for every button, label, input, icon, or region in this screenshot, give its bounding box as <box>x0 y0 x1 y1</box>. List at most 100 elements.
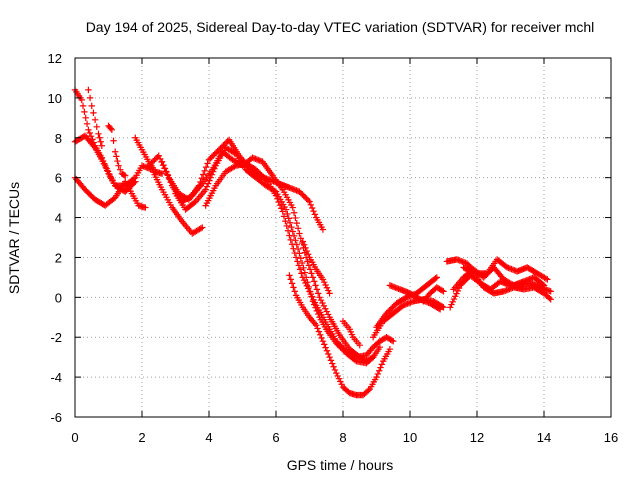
data-point-interp <box>307 290 315 298</box>
x-tick-label: 10 <box>403 430 417 445</box>
data-point <box>326 290 333 297</box>
data-point-interp <box>167 179 174 186</box>
data-point-interp <box>313 286 321 293</box>
data-point-interp <box>314 325 321 332</box>
data-point-interp <box>291 249 298 257</box>
x-tick-label: 2 <box>138 430 145 445</box>
data-point-interp <box>161 165 169 172</box>
chart-title: Day 194 of 2025, Sidereal Day-to-day VTE… <box>86 19 595 35</box>
data-point <box>316 294 323 301</box>
data-point-interp <box>312 282 319 289</box>
data-point-interp <box>276 201 284 209</box>
data-point <box>205 156 213 163</box>
data-point-interp <box>301 194 309 201</box>
data-point-interp <box>378 361 386 368</box>
data-point <box>85 86 92 94</box>
data-point-interp <box>365 387 372 394</box>
data-point-interp <box>202 163 210 171</box>
data-point-interp <box>255 169 262 176</box>
data-point-interp <box>207 174 214 181</box>
data-point-interp <box>204 160 211 167</box>
data-point <box>547 288 554 295</box>
y-tick-label: 6 <box>55 171 62 186</box>
data-point <box>356 342 363 349</box>
data-point-interp <box>274 195 281 203</box>
data-point-interp <box>286 219 294 226</box>
data-point-interp <box>435 305 443 312</box>
data-point-interp <box>254 167 261 175</box>
data-point-interp <box>212 149 220 156</box>
data-point-interp <box>389 304 396 311</box>
data-point-interp <box>284 227 292 234</box>
x-tick-label: 12 <box>470 430 484 445</box>
data-point <box>333 338 340 345</box>
data-point-interp <box>290 245 297 252</box>
x-tick-label: 16 <box>604 430 618 445</box>
data-point <box>540 282 548 289</box>
data-point-interp <box>338 343 346 351</box>
data-point-interp <box>304 196 312 204</box>
data-point-interp <box>231 163 238 170</box>
data-point-interp <box>317 296 325 304</box>
data-point-interp <box>294 225 302 232</box>
data-point-interp <box>221 140 228 148</box>
data-point <box>447 304 454 311</box>
data-point-interp <box>292 214 299 222</box>
data-point-interp <box>302 279 309 287</box>
y-tick-label: 4 <box>55 211 62 226</box>
data-point-interp <box>449 298 456 306</box>
y-tick-label: 10 <box>48 91 62 106</box>
series-arc-11 <box>286 272 394 399</box>
data-point <box>296 188 303 195</box>
data-point-interp <box>208 171 216 178</box>
data-point-interp <box>103 165 110 172</box>
series-arc-13 <box>339 318 363 349</box>
data-point-interp <box>90 143 98 150</box>
data-point-interp <box>83 120 91 128</box>
data-point-interp <box>114 157 121 165</box>
data-point-interp <box>160 161 167 169</box>
data-point <box>252 166 260 173</box>
data-point <box>440 288 447 295</box>
data-point-interp <box>305 262 313 269</box>
data-point <box>158 158 166 165</box>
data-point <box>289 228 296 235</box>
data-point-interp <box>197 225 205 232</box>
data-point-interp <box>432 275 439 282</box>
data-point <box>319 226 327 233</box>
data-point-interp <box>231 149 238 157</box>
data-point-interp <box>438 287 446 294</box>
data-point-interp <box>308 270 315 277</box>
data-point <box>112 148 119 155</box>
data-point <box>436 306 444 313</box>
data-point-interp <box>315 328 323 335</box>
data-point-interp <box>323 347 331 354</box>
data-point-interp <box>104 168 112 175</box>
data-point-interp <box>290 284 297 291</box>
data-point-interp <box>311 299 319 306</box>
data-point <box>95 130 102 137</box>
y-axis-label: SDTVAR / TECUs <box>6 182 22 294</box>
data-point-interp <box>390 302 397 310</box>
data-point-interp <box>301 269 309 276</box>
data-point <box>122 172 129 179</box>
data-point-interp <box>288 280 296 287</box>
data-point-interp <box>542 275 550 282</box>
data-point-interp <box>113 153 120 160</box>
data-point-interp <box>282 217 289 225</box>
data-point-interp <box>327 357 335 364</box>
data-point-interp <box>335 340 343 348</box>
data-point-interp <box>86 94 94 102</box>
data-point-interp <box>298 259 306 267</box>
data-point-interp <box>300 264 307 272</box>
data-point-interp <box>293 219 300 227</box>
data-point-interp <box>377 364 384 371</box>
data-point-interp <box>207 155 214 162</box>
data-point <box>544 276 551 283</box>
data-point-interp <box>164 172 172 179</box>
series-arc-3 <box>71 132 139 195</box>
data-point <box>286 272 293 279</box>
data-point-interp <box>321 341 328 348</box>
y-tick-label: 0 <box>55 290 62 305</box>
series-arc-5 <box>105 122 129 179</box>
